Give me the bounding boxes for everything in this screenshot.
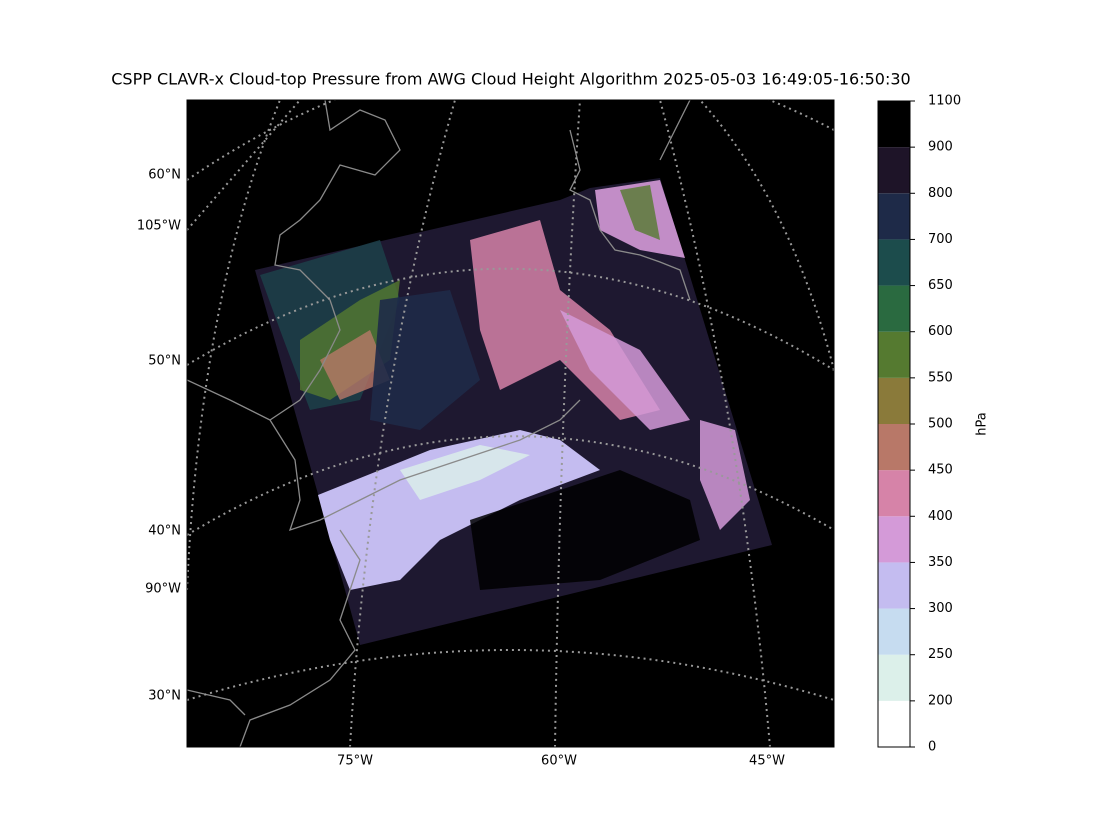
- colorbar-bin: [878, 700, 910, 747]
- graticule: [699, 100, 834, 371]
- colorbar-bin: [878, 470, 910, 517]
- cloud-area: [320, 330, 390, 400]
- colorbar-tick-label: 500: [928, 417, 953, 432]
- cloud-area: [560, 310, 690, 430]
- title: CSPP CLAVR-x Cloud-top Pressure from AWG…: [111, 70, 910, 89]
- graticule: [187, 100, 281, 591]
- colorbar-tick-label: 900: [928, 140, 953, 155]
- colorbar-tick-label: 650: [928, 278, 953, 293]
- colorbar-bin: [878, 608, 910, 655]
- colorbar-bin: [878, 516, 910, 563]
- colorbar-bin: [878, 193, 910, 240]
- colorbar-tick-label: 700: [928, 232, 953, 247]
- graticule: [659, 100, 771, 747]
- coastline: [187, 379, 581, 747]
- colorbar-bin: [878, 562, 910, 609]
- colorbar-tick-label: 1100: [928, 94, 961, 109]
- lat-label: 60°N: [148, 168, 181, 183]
- colorbar: 0 200 250 300 350 400 450 500 550 600 650 700 800 900…: [877, 94, 961, 755]
- colorbar-tick-label: 350: [928, 555, 953, 570]
- cloud-area: [620, 185, 660, 240]
- colorbar-tick-label: 300: [928, 601, 953, 616]
- coastline: [569, 100, 691, 301]
- colorbar-tick-label: 800: [928, 186, 953, 201]
- lat-label: 30°N: [148, 689, 181, 704]
- cloud-area: [700, 420, 750, 530]
- lon-label: 45°W: [749, 754, 785, 769]
- colorbar-bin: [878, 654, 910, 701]
- colorbar-bin: [878, 101, 910, 148]
- lon-label: 75°W: [337, 754, 373, 769]
- colorbar-bin: [878, 147, 910, 194]
- lon-label: 105°W: [137, 219, 181, 234]
- clear-area: [470, 470, 700, 590]
- cloud-area: [370, 290, 480, 430]
- colorbar-tick-label: 600: [928, 324, 953, 339]
- graticule: [349, 100, 456, 747]
- lat-label: 50°N: [148, 354, 181, 369]
- colorbar-bin: [878, 331, 910, 378]
- colorbar-bin: [878, 285, 910, 332]
- cloud-area: [400, 445, 530, 500]
- graticule: [187, 267, 834, 371]
- colorbar-tick-label: 0: [928, 740, 936, 755]
- map-frame: [186, 99, 835, 748]
- lon-label: 90°W: [145, 582, 181, 597]
- graticule: [187, 435, 834, 536]
- colorbar-tick-label: 400: [928, 509, 953, 524]
- colorbar-tick-label: 550: [928, 370, 953, 385]
- cloud-area: [318, 430, 600, 590]
- colorbar-bin: [878, 377, 910, 424]
- map: [187, 100, 834, 747]
- colorbar-label: hPa: [975, 412, 990, 435]
- colorbar-tick-label: 250: [928, 647, 953, 662]
- graticule: [554, 100, 581, 747]
- colorbar-tick-label: 450: [928, 463, 953, 478]
- colorbar-bin: [878, 239, 910, 286]
- coastline: [269, 100, 401, 421]
- lon-label: 60°W: [541, 754, 577, 769]
- lat-label: 40°N: [148, 524, 181, 539]
- colorbar-bin: [878, 424, 910, 471]
- colorbar-tick-label: 200: [928, 693, 953, 708]
